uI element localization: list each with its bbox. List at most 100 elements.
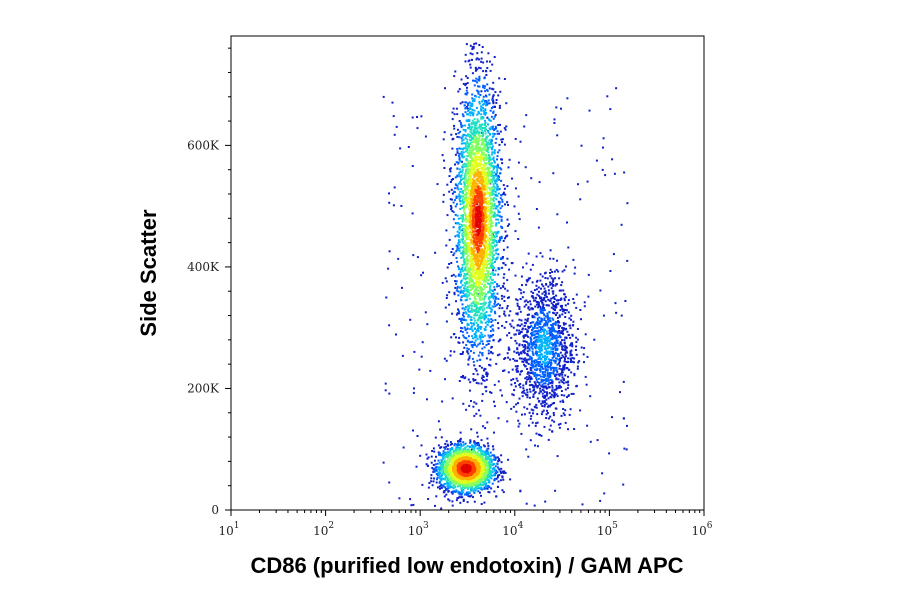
scatter-point: [489, 146, 492, 149]
scatter-point: [550, 393, 553, 396]
scatter-point: [468, 111, 471, 114]
scatter-point: [564, 322, 567, 325]
scatter-point: [559, 373, 562, 376]
scatter-point: [462, 231, 465, 234]
scatter-point: [567, 311, 570, 314]
scatter-point: [508, 348, 511, 351]
scatter-point: [626, 424, 628, 427]
scatter-point: [467, 363, 470, 366]
scatter-point: [470, 152, 473, 154]
scatter-point: [606, 95, 609, 98]
scatter-point: [457, 217, 460, 220]
scatter-point: [477, 318, 480, 321]
scatter-point: [467, 172, 470, 175]
scatter-point: [569, 352, 572, 355]
scatter-point: [468, 357, 471, 360]
scatter-point: [467, 495, 470, 498]
scatter-point: [466, 82, 469, 85]
scatter-point: [464, 486, 467, 489]
scatter-point: [601, 168, 604, 171]
scatter-point: [480, 286, 483, 289]
scatter-point: [517, 402, 519, 405]
scatter-point: [457, 195, 460, 198]
scatter-point: [492, 167, 495, 170]
scatter-point: [546, 412, 549, 414]
scatter-point: [499, 470, 502, 473]
scatter-point: [541, 312, 544, 315]
scatter-point: [492, 190, 495, 193]
scatter-point: [533, 326, 536, 329]
scatter-point: [561, 345, 564, 348]
scatter-point: [549, 363, 552, 366]
scatter-point: [499, 90, 502, 93]
scatter-point: [490, 294, 493, 297]
scatter-point: [533, 365, 536, 368]
scatter-point: [471, 122, 474, 125]
scatter-point: [496, 462, 499, 465]
scatter-point: [525, 303, 528, 306]
scatter-point: [447, 451, 450, 454]
scatter-point: [544, 300, 547, 303]
scatter-point: [549, 283, 552, 286]
scatter-point: [463, 133, 466, 136]
scatter-point: [575, 345, 578, 348]
scatter-point: [475, 42, 478, 45]
scatter-point: [599, 289, 602, 292]
scatter-point: [530, 369, 533, 372]
scatter-point: [470, 277, 473, 280]
scatter-point: [488, 93, 491, 96]
scatter-point: [477, 66, 480, 69]
scatter-point: [465, 101, 468, 104]
scatter-point: [541, 395, 544, 398]
scatter-point: [502, 491, 505, 494]
scatter-point: [451, 118, 454, 121]
scatter-point: [489, 205, 492, 208]
scatter-point: [520, 319, 523, 322]
scatter-point: [549, 368, 552, 371]
scatter-point: [440, 475, 443, 478]
scatter-point: [451, 480, 454, 483]
scatter-point: [562, 382, 565, 385]
scatter-point: [465, 231, 468, 234]
scatter-point: [556, 348, 559, 351]
scatter-point: [596, 439, 599, 442]
scatter-point: [469, 169, 472, 171]
scatter-point: [479, 312, 482, 315]
scatter-point: [601, 472, 604, 475]
scatter-point: [412, 503, 415, 506]
scatter-point: [490, 250, 493, 253]
scatter-point: [488, 139, 491, 142]
scatter-point: [482, 297, 484, 300]
scatter-point: [516, 359, 518, 362]
scatter-point: [473, 484, 476, 487]
scatter-point: [471, 287, 473, 290]
scatter-point: [484, 368, 487, 371]
scatter-point: [471, 53, 474, 56]
scatter-point: [526, 347, 529, 350]
scatter-point: [556, 353, 559, 356]
scatter-point: [481, 277, 484, 280]
scatter-point: [462, 375, 464, 377]
scatter-point: [460, 268, 463, 270]
scatter-point: [545, 358, 548, 360]
scatter-point: [568, 324, 571, 327]
scatter-point: [561, 354, 564, 357]
scatter-point: [540, 381, 543, 384]
scatter-point: [453, 124, 455, 127]
scatter-point: [473, 364, 476, 367]
scatter-point: [494, 269, 497, 272]
scatter-point: [564, 345, 567, 348]
scatter-point: [561, 399, 564, 402]
scatter-point: [481, 142, 483, 145]
scatter-point: [494, 465, 497, 468]
scatter-point: [514, 333, 517, 336]
scatter-point: [457, 188, 460, 191]
scatter-point: [464, 215, 467, 217]
scatter-point: [449, 441, 452, 444]
scatter-point: [493, 281, 496, 283]
scatter-point: [453, 293, 456, 296]
scatter-point: [611, 158, 614, 161]
scatter-point: [458, 247, 461, 250]
scatter-point: [558, 374, 561, 377]
scatter-point: [416, 116, 418, 118]
